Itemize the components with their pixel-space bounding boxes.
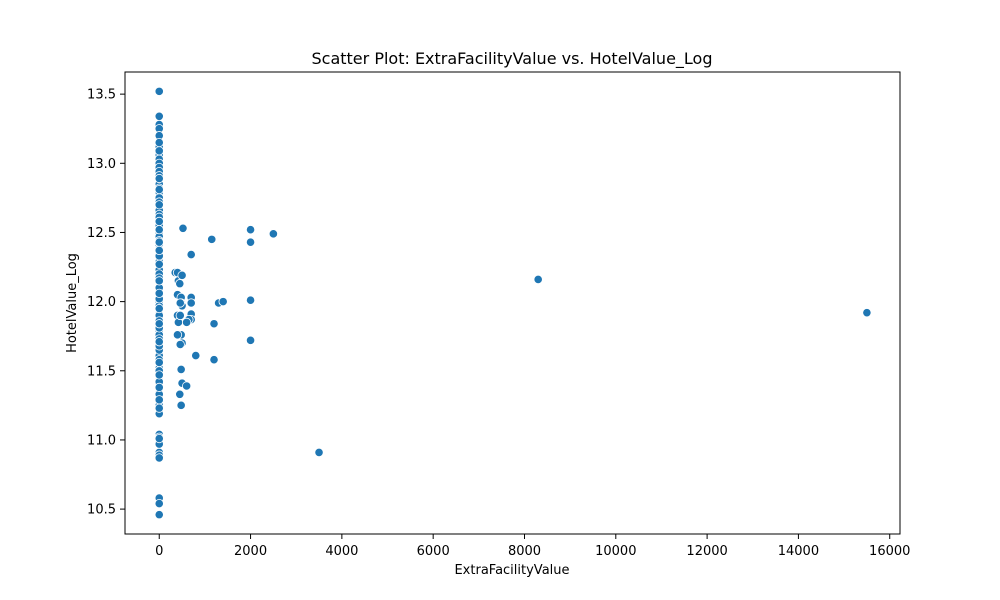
scatter-point — [245, 335, 256, 345]
scatter-point — [175, 339, 185, 350]
scatter-point — [245, 225, 256, 235]
scatter-point — [177, 270, 187, 280]
scatter-point — [245, 295, 256, 305]
x-tick-label: 12000 — [686, 544, 727, 559]
scatter-point — [154, 225, 164, 235]
scatter-point — [154, 403, 164, 413]
scatter-point — [175, 298, 185, 308]
y-axis-ticks: 10.5 11.0 11.5 12.0 12.5 13.0 13.5 — [87, 88, 125, 518]
scatter-point — [245, 237, 256, 247]
x-tick-label: 10000 — [595, 544, 636, 559]
scatter-point — [268, 229, 278, 239]
scatter-point — [862, 308, 872, 318]
scatter-point — [154, 111, 164, 121]
scatter-point — [176, 400, 186, 410]
x-tick-label: 4000 — [325, 544, 358, 559]
data-points — [154, 86, 872, 520]
scatter-point — [154, 453, 164, 463]
y-tick-label: 13.0 — [87, 157, 116, 172]
scatter-point — [178, 223, 188, 233]
y-tick-label: 11.0 — [87, 433, 116, 448]
scatter-point — [154, 319, 164, 329]
x-axis-ticks: 0 2000 4000 6000 8000 10000 12000 14000 16000 — [155, 534, 910, 559]
scatter-point — [154, 433, 164, 444]
scatter-point — [154, 146, 164, 156]
scatter-point — [207, 234, 217, 244]
scatter-point — [154, 137, 164, 148]
scatter-point — [154, 382, 164, 392]
scatter-point — [154, 337, 164, 347]
scatter-point — [154, 303, 164, 314]
scatter-point — [182, 317, 192, 327]
scatter-point — [154, 173, 164, 184]
scatter-point — [209, 355, 219, 365]
y-tick-label: 13.5 — [87, 88, 116, 103]
scatter-point — [154, 288, 164, 298]
y-axis-label: HotelValue_Log — [65, 253, 80, 353]
y-tick-label: 12.0 — [87, 295, 116, 310]
x-tick-label: 14000 — [778, 544, 819, 559]
scatter-point — [176, 364, 186, 374]
x-tick-label: 16000 — [869, 544, 910, 559]
scatter-point — [154, 245, 164, 256]
scatter-point — [182, 381, 192, 391]
scatter-point — [154, 200, 164, 210]
scatter-point — [154, 510, 164, 520]
scatter-point — [154, 357, 164, 368]
scatter-point — [175, 310, 185, 321]
x-tick-label: 0 — [155, 544, 163, 559]
scatter-point — [191, 350, 201, 361]
x-axis-label: ExtraFacilityValue — [454, 563, 569, 578]
scatter-point — [172, 330, 183, 340]
y-tick-label: 11.5 — [87, 364, 116, 379]
scatter-point — [314, 447, 324, 457]
y-tick-label: 10.5 — [87, 503, 116, 518]
scatter-point — [186, 249, 196, 260]
scatter-point — [154, 259, 164, 269]
scatter-point — [154, 184, 164, 195]
scatter-point — [218, 297, 228, 307]
x-tick-label: 8000 — [508, 544, 541, 559]
x-tick-label: 6000 — [417, 544, 450, 559]
scatter-point — [533, 274, 543, 285]
scatter-point — [154, 276, 164, 286]
scatter-point — [154, 370, 164, 380]
scatter-point — [154, 237, 164, 247]
scatter-point — [175, 279, 185, 289]
scatter-point — [175, 389, 185, 399]
scatter-point — [209, 319, 219, 329]
chart-title: Scatter Plot: ExtraFacilityValue vs. Hot… — [312, 49, 713, 69]
y-tick-label: 12.5 — [87, 226, 116, 241]
scatter-point — [154, 395, 164, 405]
plot-frame — [124, 71, 901, 535]
x-tick-label: 2000 — [234, 544, 267, 559]
scatter-point — [154, 498, 164, 509]
scatter-point — [154, 216, 164, 226]
scatter-point — [154, 86, 164, 96]
scatter-point — [186, 298, 196, 308]
